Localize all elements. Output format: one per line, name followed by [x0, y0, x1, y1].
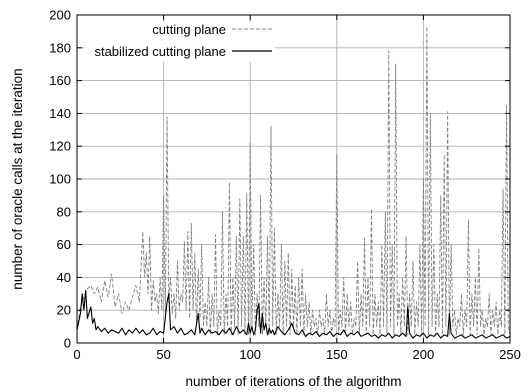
y-tick-label: 140: [49, 106, 71, 121]
y-tick-label: 80: [57, 204, 71, 219]
grid: [77, 15, 510, 343]
tick-labels: 0 50 100 150 200 250 0 20 40 60 80 100 120 140 160 180 2…: [49, 8, 521, 363]
y-axis-label: number of oracle calls at the iteration: [10, 68, 25, 289]
legend-label-cutting-plane: cutting plane: [152, 22, 226, 37]
series-line-stabilized-cutting-plane: [76, 289, 511, 339]
y-tick-label: 60: [57, 237, 71, 252]
y-tick-label: 40: [57, 270, 71, 285]
y-tick-label: 160: [49, 73, 71, 88]
y-tick-label: 120: [49, 139, 71, 154]
axis-ticks: [76, 14, 511, 344]
x-tick-label: 200: [413, 347, 435, 362]
y-tick-label: 200: [49, 8, 71, 23]
series-line-cutting-plane: [76, 26, 511, 336]
x-tick-label: 150: [326, 347, 348, 362]
legend: cutting plane stabilized cutting plane: [85, 22, 275, 62]
x-tick-label: 250: [499, 347, 521, 362]
y-tick-label: 180: [49, 40, 71, 55]
y-tick-label: 100: [49, 172, 71, 187]
legend-background: [85, 22, 275, 62]
x-tick-label: 100: [239, 347, 261, 362]
y-tick-label: 20: [57, 303, 71, 318]
x-tick-label: 0: [73, 347, 80, 362]
legend-label-stabilized-cutting-plane: stabilized cutting plane: [94, 44, 226, 59]
x-tick-label: 50: [156, 347, 170, 362]
x-axis-label: number of iterations of the algorithm: [185, 374, 401, 389]
y-tick-label: 0: [64, 336, 71, 351]
series-group: [76, 26, 511, 339]
